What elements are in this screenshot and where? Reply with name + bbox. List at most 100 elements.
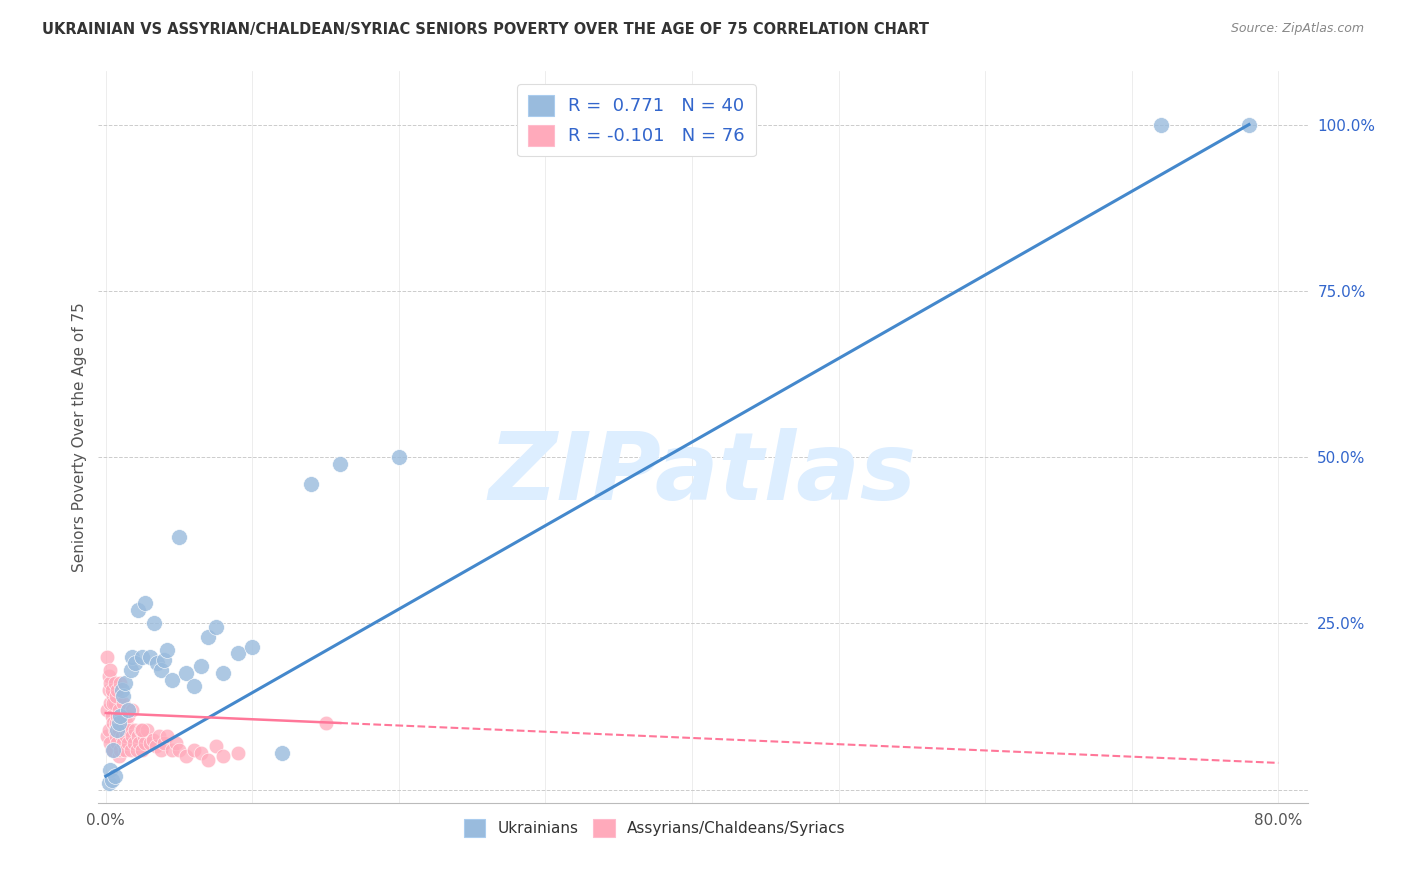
Point: [115, 729, 138, 743]
Point: [97, 776, 120, 790]
Point: [167, 530, 190, 544]
Point: [103, 696, 125, 710]
Point: [190, 659, 212, 673]
Point: [146, 656, 169, 670]
Point: [156, 729, 179, 743]
Point: [183, 742, 205, 756]
Point: [138, 649, 160, 664]
Point: [101, 742, 124, 756]
Point: [108, 749, 131, 764]
Point: [98, 696, 121, 710]
Point: [117, 703, 139, 717]
Point: [117, 736, 139, 750]
Point: [143, 616, 166, 631]
Point: [1237, 118, 1260, 132]
Point: [131, 649, 153, 664]
Point: [101, 690, 124, 704]
Point: [197, 630, 219, 644]
Text: Source: ZipAtlas.com: Source: ZipAtlas.com: [1230, 22, 1364, 36]
Point: [98, 676, 121, 690]
Point: [103, 676, 125, 690]
Point: [122, 736, 145, 750]
Point: [105, 690, 128, 704]
Point: [96, 729, 118, 743]
Point: [132, 729, 155, 743]
Point: [125, 742, 148, 756]
Point: [270, 746, 292, 760]
Point: [101, 716, 124, 731]
Point: [105, 716, 128, 731]
Point: [98, 763, 121, 777]
Point: [124, 656, 146, 670]
Point: [101, 742, 124, 756]
Point: [131, 742, 153, 756]
Point: [134, 736, 156, 750]
Point: [167, 742, 190, 756]
Point: [98, 663, 121, 677]
Point: [96, 703, 118, 717]
Point: [114, 742, 136, 756]
Point: [121, 649, 143, 664]
Point: [108, 716, 131, 731]
Point: [1150, 118, 1173, 132]
Point: [329, 457, 352, 471]
Point: [100, 709, 122, 723]
Point: [107, 723, 129, 737]
Point: [156, 643, 179, 657]
Point: [160, 742, 183, 756]
Point: [108, 723, 131, 737]
Y-axis label: Seniors Poverty Over the Age of 75: Seniors Poverty Over the Age of 75: [72, 302, 87, 572]
Point: [100, 682, 122, 697]
Point: [100, 772, 122, 787]
Point: [115, 716, 138, 731]
Point: [103, 769, 125, 783]
Point: [114, 676, 136, 690]
Point: [97, 682, 120, 697]
Legend: Ukrainians, Assyrians/Chaldeans/Syriacs: Ukrainians, Assyrians/Chaldeans/Syriacs: [457, 813, 852, 843]
Point: [226, 646, 249, 660]
Point: [111, 682, 134, 697]
Point: [204, 739, 226, 754]
Point: [134, 596, 156, 610]
Point: [120, 742, 142, 756]
Point: [240, 640, 263, 654]
Point: [112, 736, 135, 750]
Point: [98, 736, 121, 750]
Point: [100, 742, 122, 756]
Point: [110, 696, 132, 710]
Point: [142, 732, 165, 747]
Point: [190, 746, 212, 760]
Point: [212, 666, 235, 681]
Point: [121, 703, 143, 717]
Point: [108, 703, 131, 717]
Text: UKRAINIAN VS ASSYRIAN/CHALDEAN/SYRIAC SENIORS POVERTY OVER THE AGE OF 75 CORRELA: UKRAINIAN VS ASSYRIAN/CHALDEAN/SYRIAC SE…: [42, 22, 929, 37]
Point: [131, 723, 153, 737]
Point: [105, 729, 128, 743]
Point: [120, 663, 142, 677]
Point: [101, 696, 124, 710]
Point: [150, 663, 173, 677]
Point: [121, 729, 143, 743]
Point: [204, 619, 226, 633]
Point: [150, 742, 173, 756]
Point: [128, 736, 150, 750]
Point: [107, 709, 129, 723]
Point: [97, 723, 120, 737]
Point: [226, 746, 249, 760]
Point: [127, 603, 149, 617]
Point: [145, 739, 167, 754]
Point: [153, 653, 176, 667]
Point: [153, 736, 176, 750]
Point: [388, 450, 411, 464]
Point: [165, 736, 187, 750]
Point: [112, 709, 135, 723]
Point: [176, 749, 198, 764]
Point: [111, 729, 134, 743]
Point: [212, 749, 235, 764]
Point: [110, 742, 132, 756]
Point: [299, 476, 322, 491]
Point: [96, 649, 118, 664]
Point: [97, 669, 120, 683]
Point: [176, 666, 198, 681]
Point: [129, 723, 152, 737]
